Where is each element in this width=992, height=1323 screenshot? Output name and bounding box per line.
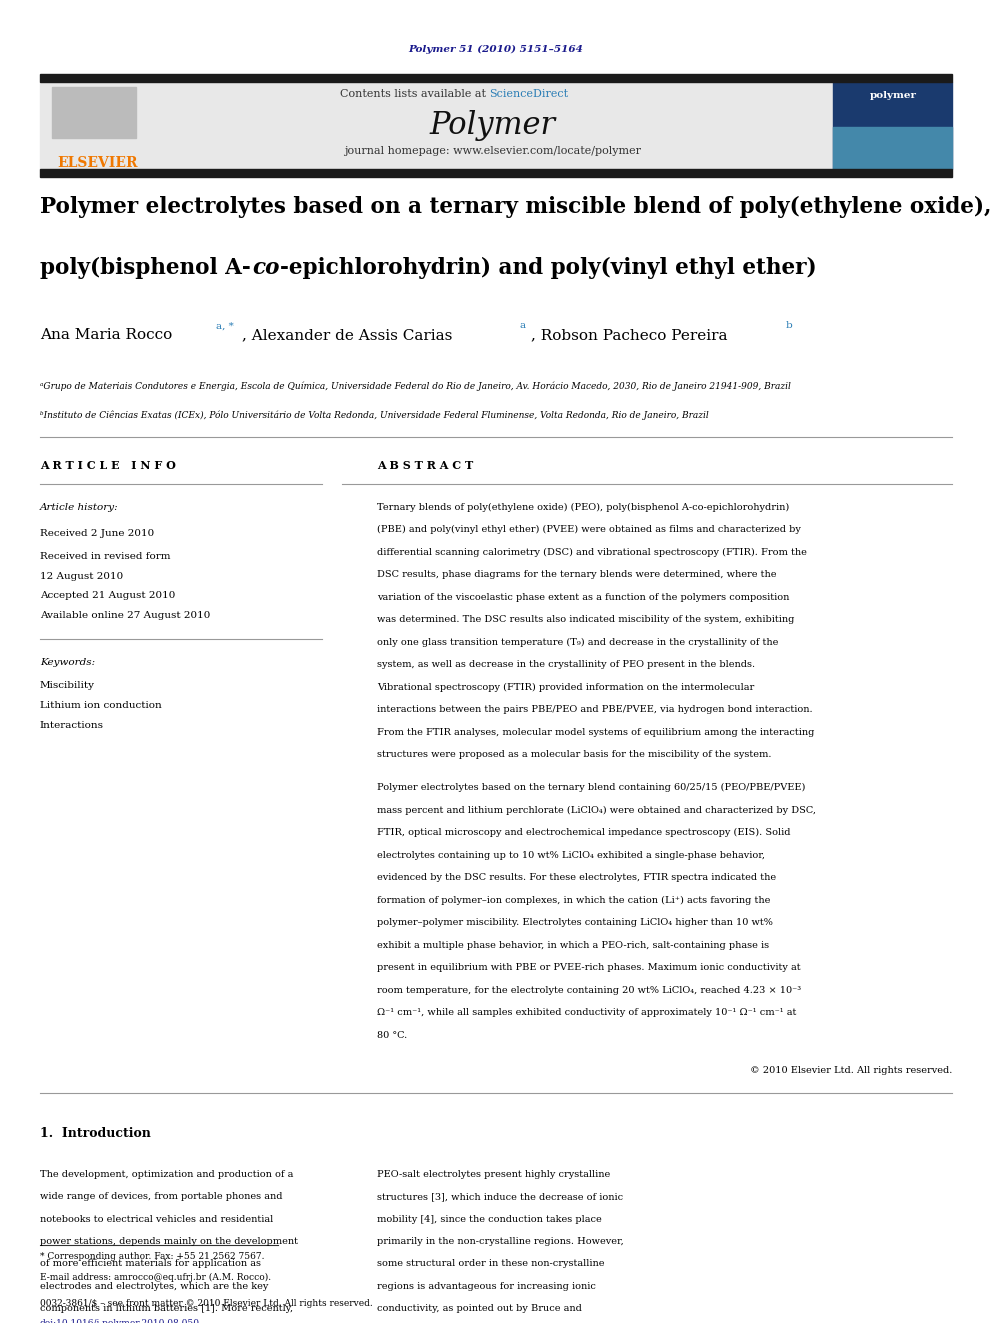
Text: Polymer electrolytes based on a ternary miscible blend of poly(ethylene oxide),: Polymer electrolytes based on a ternary …: [40, 196, 991, 218]
Bar: [40, 74, 952, 82]
Text: Miscibility: Miscibility: [40, 681, 94, 691]
Text: doi:10.1016/j.polymer.2010.08.050: doi:10.1016/j.polymer.2010.08.050: [40, 1319, 199, 1323]
Text: Vibrational spectroscopy (FTIR) provided information on the intermolecular: Vibrational spectroscopy (FTIR) provided…: [377, 683, 754, 692]
Text: Accepted 21 August 2010: Accepted 21 August 2010: [40, 591, 175, 601]
Text: electrolytes containing up to 10 wt% LiClO₄ exhibited a single-phase behavior,: electrolytes containing up to 10 wt% LiC…: [377, 851, 765, 860]
Text: A B S T R A C T: A B S T R A C T: [377, 460, 473, 471]
Text: -epichlorohydrin) and poly(vinyl ethyl ether): -epichlorohydrin) and poly(vinyl ethyl e…: [280, 257, 816, 279]
Text: Available online 27 August 2010: Available online 27 August 2010: [40, 611, 210, 620]
Text: Ternary blends of poly(ethylene oxide) (PEO), poly(bisphenol A-co-epichlorohydri: Ternary blends of poly(ethylene oxide) (…: [377, 503, 790, 512]
Text: wide range of devices, from portable phones and: wide range of devices, from portable pho…: [40, 1192, 282, 1201]
Text: Polymer 51 (2010) 5151–5164: Polymer 51 (2010) 5151–5164: [409, 45, 583, 54]
Text: FTIR, optical microscopy and electrochemical impedance spectroscopy (EIS). Solid: FTIR, optical microscopy and electrochem…: [377, 828, 791, 837]
Bar: [40, 82, 154, 169]
Text: A R T I C L E   I N F O: A R T I C L E I N F O: [40, 460, 176, 471]
Text: structures [3], which induce the decrease of ionic: structures [3], which induce the decreas…: [377, 1192, 623, 1201]
Text: The development, optimization and production of a: The development, optimization and produc…: [40, 1170, 293, 1179]
Text: components in lithium batteries [1]. More recently,: components in lithium batteries [1]. Mor…: [40, 1304, 293, 1314]
Text: Contents lists available at: Contents lists available at: [339, 89, 489, 99]
Text: formation of polymer–ion complexes, in which the cation (Li⁺) acts favoring the: formation of polymer–ion complexes, in w…: [377, 896, 771, 905]
Text: structures were proposed as a molecular basis for the miscibility of the system.: structures were proposed as a molecular …: [377, 750, 772, 759]
Text: Keywords:: Keywords:: [40, 658, 95, 667]
Text: electrodes and electrolytes, which are the key: electrodes and electrolytes, which are t…: [40, 1282, 268, 1291]
Text: interactions between the pairs PBE/PEO and PBE/PVEE, via hydrogen bond interacti: interactions between the pairs PBE/PEO a…: [377, 705, 812, 714]
Bar: [154, 82, 833, 169]
Text: Received 2 June 2010: Received 2 June 2010: [40, 529, 154, 538]
Text: co: co: [252, 257, 280, 279]
Text: ELSEVIER: ELSEVIER: [58, 156, 138, 171]
Text: 12 August 2010: 12 August 2010: [40, 572, 123, 581]
Text: ᵇInstituto de Ciências Exatas (ICEx), Pólo Universitário de Volta Redonda, Unive: ᵇInstituto de Ciências Exatas (ICEx), Pó…: [40, 410, 708, 419]
Text: PEO-salt electrolytes present highly crystalline: PEO-salt electrolytes present highly cry…: [377, 1170, 610, 1179]
Text: present in equilibrium with PBE or PVEE-rich phases. Maximum ionic conductivity : present in equilibrium with PBE or PVEE-…: [377, 963, 801, 972]
Bar: [833, 82, 952, 169]
Text: variation of the viscoelastic phase extent as a function of the polymers composi: variation of the viscoelastic phase exte…: [377, 593, 790, 602]
Text: mobility [4], since the conduction takes place: mobility [4], since the conduction takes…: [377, 1215, 602, 1224]
Text: * Corresponding author. Fax: +55 21 2562 7567.: * Corresponding author. Fax: +55 21 2562…: [40, 1252, 264, 1261]
Text: © 2010 Elsevier Ltd. All rights reserved.: © 2010 Elsevier Ltd. All rights reserved…: [750, 1066, 952, 1076]
Text: differential scanning calorimetry (DSC) and vibrational spectroscopy (FTIR). Fro: differential scanning calorimetry (DSC) …: [377, 548, 806, 557]
Text: journal homepage: www.elsevier.com/locate/polymer: journal homepage: www.elsevier.com/locat…: [344, 146, 642, 156]
Text: primarily in the non-crystalline regions. However,: primarily in the non-crystalline regions…: [377, 1237, 624, 1246]
Text: b: b: [786, 321, 793, 331]
Text: Interactions: Interactions: [40, 721, 104, 730]
Text: (PBE) and poly(vinyl ethyl ether) (PVEE) were obtained as films and characterize: (PBE) and poly(vinyl ethyl ether) (PVEE)…: [377, 525, 801, 534]
Text: polymer–polymer miscibility. Electrolytes containing LiClO₄ higher than 10 wt%: polymer–polymer miscibility. Electrolyte…: [377, 918, 773, 927]
Bar: [833, 127, 952, 169]
Text: room temperature, for the electrolyte containing 20 wt% LiClO₄, reached 4.23 × 1: room temperature, for the electrolyte co…: [377, 986, 802, 995]
Text: Ana Maria Rocco: Ana Maria Rocco: [40, 328, 172, 343]
Text: only one glass transition temperature (T₉) and decrease in the crystallinity of : only one glass transition temperature (T…: [377, 638, 779, 647]
Text: some structural order in these non-crystalline: some structural order in these non-cryst…: [377, 1259, 604, 1269]
Text: ScienceDirect: ScienceDirect: [489, 89, 568, 99]
Text: From the FTIR analyses, molecular model systems of equilibrium among the interac: From the FTIR analyses, molecular model …: [377, 728, 814, 737]
Text: poly(bisphenol A-: poly(bisphenol A-: [40, 257, 250, 279]
Text: ᵃGrupo de Materiais Condutores e Energia, Escola de Química, Universidade Federa: ᵃGrupo de Materiais Condutores e Energia…: [40, 381, 791, 390]
Text: notebooks to electrical vehicles and residential: notebooks to electrical vehicles and res…: [40, 1215, 273, 1224]
Text: Lithium ion conduction: Lithium ion conduction: [40, 701, 162, 710]
Text: Polymer: Polymer: [430, 110, 557, 140]
Bar: [52, 87, 136, 138]
Bar: [40, 169, 952, 177]
Text: , Robson Pacheco Pereira: , Robson Pacheco Pereira: [531, 328, 727, 343]
Text: was determined. The DSC results also indicated miscibility of the system, exhibi: was determined. The DSC results also ind…: [377, 615, 795, 624]
Text: 1.  Introduction: 1. Introduction: [40, 1127, 151, 1140]
Text: 80 °C.: 80 °C.: [377, 1031, 407, 1040]
Text: Article history:: Article history:: [40, 503, 118, 512]
Text: power stations, depends mainly on the development: power stations, depends mainly on the de…: [40, 1237, 298, 1246]
Text: Polymer electrolytes based on the ternary blend containing 60/25/15 (PEO/PBE/PVE: Polymer electrolytes based on the ternar…: [377, 783, 806, 792]
Text: system, as well as decrease in the crystallinity of PEO present in the blends.: system, as well as decrease in the cryst…: [377, 660, 755, 669]
Text: of more efficient materials for application as: of more efficient materials for applicat…: [40, 1259, 261, 1269]
Text: exhibit a multiple phase behavior, in which a PEO-rich, salt-containing phase is: exhibit a multiple phase behavior, in wh…: [377, 941, 769, 950]
Text: a, *: a, *: [216, 321, 234, 331]
Text: regions is advantageous for increasing ionic: regions is advantageous for increasing i…: [377, 1282, 596, 1291]
Text: E-mail address: amrocco@eq.ufrj.br (A.M. Rocco).: E-mail address: amrocco@eq.ufrj.br (A.M.…: [40, 1273, 271, 1282]
Text: polymer: polymer: [869, 91, 917, 101]
Text: Ω⁻¹ cm⁻¹, while all samples exhibited conductivity of approximately 10⁻¹ Ω⁻¹ cm⁻: Ω⁻¹ cm⁻¹, while all samples exhibited co…: [377, 1008, 797, 1017]
Text: Received in revised form: Received in revised form: [40, 552, 171, 561]
Text: , Alexander de Assis Carias: , Alexander de Assis Carias: [242, 328, 452, 343]
Text: mass percent and lithium perchlorate (LiClO₄) were obtained and characterized by: mass percent and lithium perchlorate (Li…: [377, 806, 816, 815]
Text: conductivity, as pointed out by Bruce and: conductivity, as pointed out by Bruce an…: [377, 1304, 582, 1314]
Text: a: a: [520, 321, 526, 331]
Text: DSC results, phase diagrams for the ternary blends were determined, where the: DSC results, phase diagrams for the tern…: [377, 570, 777, 579]
Text: evidenced by the DSC results. For these electrolytes, FTIR spectra indicated the: evidenced by the DSC results. For these …: [377, 873, 776, 882]
Text: 0032-3861/$ – see front matter © 2010 Elsevier Ltd. All rights reserved.: 0032-3861/$ – see front matter © 2010 El…: [40, 1299, 372, 1308]
